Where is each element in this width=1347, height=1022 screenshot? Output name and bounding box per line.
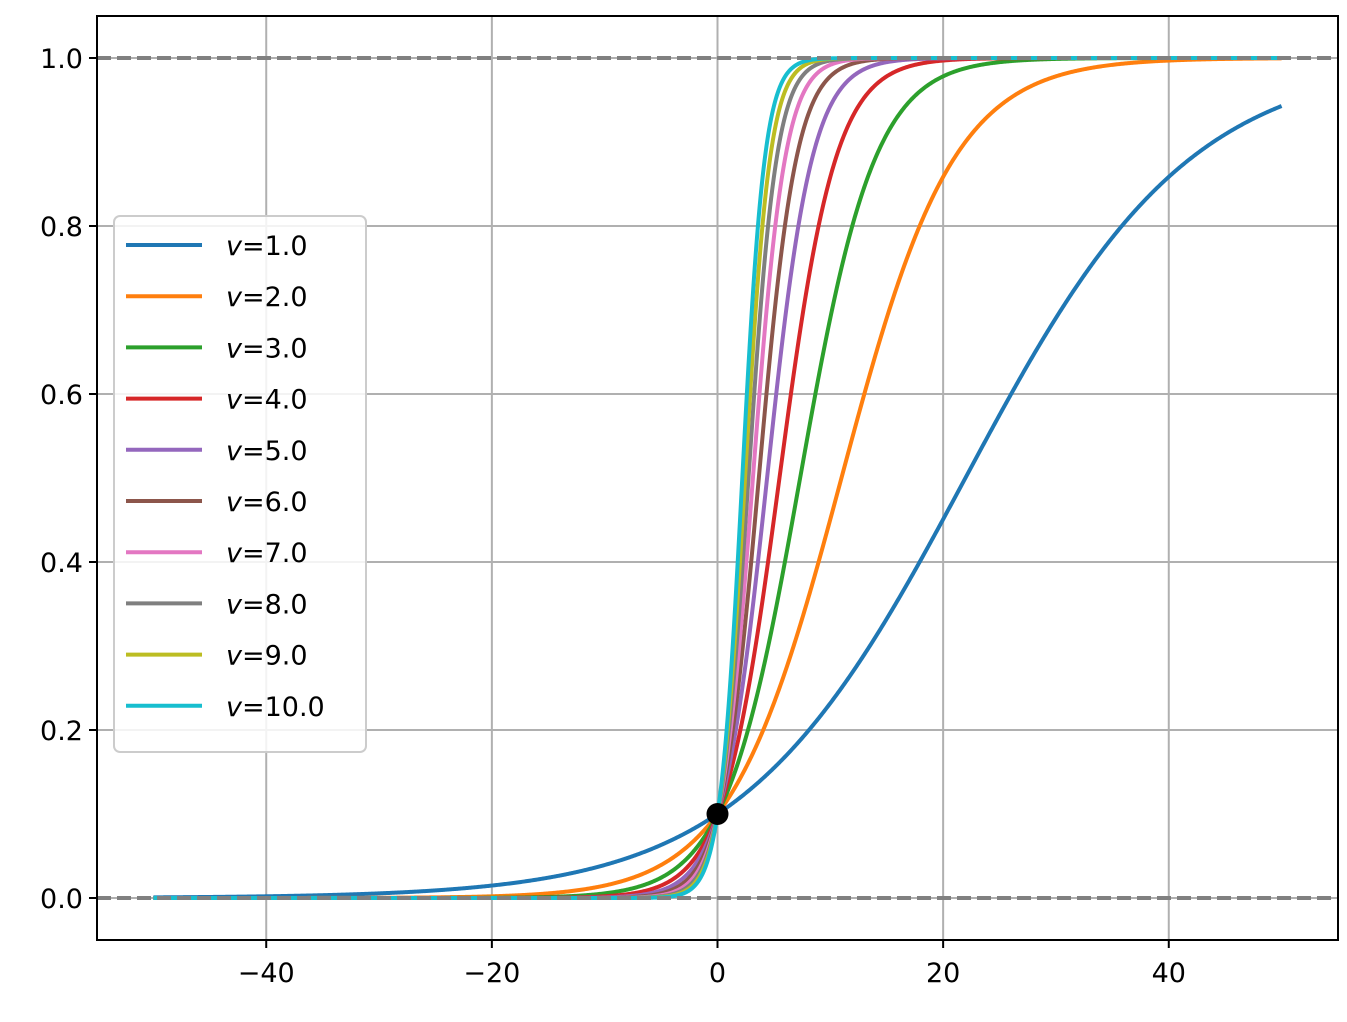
x-tick-label-2: 0	[709, 958, 726, 989]
legend-label-v6: v=6.0	[226, 487, 308, 518]
legend-box	[113, 215, 367, 753]
y-tick-label-2: 0.4	[40, 548, 83, 579]
legend-label-v9: v=9.0	[226, 641, 308, 672]
y-tick-label-0: 0.0	[40, 884, 83, 915]
y-tick-label-1: 0.2	[40, 716, 83, 747]
axis-ticks: −40 −20 0 20 40 0.0 0.2 0.4 0.6 0.8 1.0	[40, 44, 1186, 989]
legend-label-v5: v=5.0	[226, 436, 308, 467]
marker-point	[706, 803, 729, 825]
reference-lines	[97, 56, 1338, 900]
x-tick-label-3: 20	[926, 958, 960, 989]
x-tick-label-4: 40	[1152, 958, 1186, 989]
legend-label-v8: v=8.0	[226, 589, 308, 620]
legend-label-v4: v=4.0	[226, 385, 308, 416]
y-tick-label-3: 0.6	[40, 380, 83, 411]
legend-label-v3: v=3.0	[226, 333, 308, 364]
legend: v=1.0 v=2.0 v=3.0 v=4.0 v=5.0 v=6.0 v=7.0 v=8.0…	[113, 215, 367, 753]
x-tick-label-0: −40	[238, 958, 295, 989]
legend-label-v7: v=7.0	[226, 538, 308, 569]
x-tick-label-1: −20	[463, 958, 520, 989]
marker-layer	[706, 803, 729, 825]
y-tick-label-4: 0.8	[40, 212, 83, 243]
legend-label-v1: v=1.0	[226, 231, 308, 262]
legend-label-v10: v=10.0	[226, 692, 325, 723]
legend-label-v2: v=2.0	[226, 282, 308, 313]
y-tick-label-5: 1.0	[40, 44, 83, 75]
